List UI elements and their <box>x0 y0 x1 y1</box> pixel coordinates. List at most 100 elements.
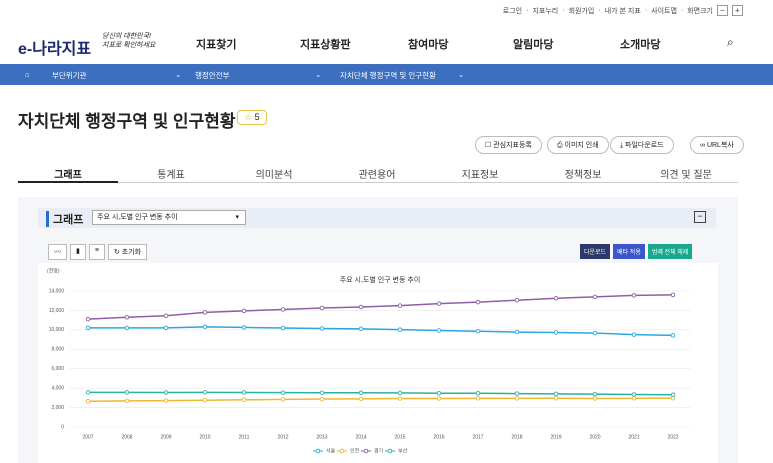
tab[interactable]: 정책정보 <box>564 170 602 181</box>
point <box>241 397 247 403</box>
x-tick-label: 2020 <box>589 434 600 440</box>
nav-item[interactable]: 참여마당 <box>408 39 449 51</box>
chart: (천명) 주요 시,도별 인구 변동 추이 0 2,000 4,000 6,000 8,… <box>38 263 718 463</box>
chart-title: 주요 시,도별 인구 변동 추이 <box>340 275 421 284</box>
legend-clear[interactable]: 범례 전체 해제 <box>647 244 693 259</box>
line-icon[interactable]: 〰 <box>48 244 67 260</box>
point <box>85 399 91 404</box>
point <box>631 396 637 401</box>
point <box>280 397 286 402</box>
series-line <box>87 391 674 396</box>
util-link[interactable]: 내가 본 지표 <box>604 7 641 15</box>
y-tick-label: 0 <box>61 424 64 430</box>
search-icon[interactable]: ⌕ <box>727 35 734 49</box>
point <box>514 297 520 303</box>
point <box>358 390 364 396</box>
x-tick-label: 2011 <box>239 434 250 440</box>
logo[interactable]: e-나라지표 <box>18 41 92 58</box>
point <box>397 396 403 401</box>
action-text: 파일다운로드 <box>625 142 664 149</box>
tab-active <box>18 181 118 183</box>
crumb[interactable]: 자치단체 행정구역 및 인구현황 <box>340 71 436 80</box>
legend-marker <box>363 448 369 454</box>
collapse[interactable]: − <box>694 211 706 223</box>
point <box>397 390 403 396</box>
series-line <box>87 397 674 403</box>
zoom-out[interactable]: − <box>717 5 728 16</box>
tab[interactable]: 통계표 <box>157 170 185 181</box>
nav-item[interactable]: 지표상황판 <box>300 39 351 51</box>
point <box>163 313 169 319</box>
star-count: 5 <box>254 112 260 122</box>
x-tick-label: 2015 <box>394 434 405 440</box>
nav-item[interactable]: 알림마당 <box>513 39 554 51</box>
point <box>631 293 637 298</box>
point <box>85 316 91 322</box>
point <box>592 391 598 397</box>
x-tick-label: 2017 <box>472 434 483 440</box>
util-link[interactable]: 사이트맵 <box>651 7 677 15</box>
nav-item[interactable]: 소개마당 <box>620 39 661 51</box>
chart-bg <box>38 263 718 463</box>
point <box>163 325 169 331</box>
legend-label: 인천 <box>350 447 360 454</box>
legend-label: 경기 <box>374 447 383 454</box>
point <box>553 296 559 301</box>
tab[interactable]: 그래프 <box>54 170 82 181</box>
x-tick-label: 2012 <box>277 434 288 440</box>
action-button[interactable]: ☐ 관심지표등록 <box>475 136 542 154</box>
util-link[interactable]: 로그인 <box>502 7 523 15</box>
series-line <box>88 326 674 337</box>
point <box>475 396 481 401</box>
exclusive[interactable]: 배타 적용 <box>613 244 645 259</box>
x-tick-label: 2008 <box>121 434 132 440</box>
action-button[interactable]: ⤓ 파일다운로드 <box>610 136 674 154</box>
point <box>85 325 91 331</box>
zoom-in[interactable]: + <box>732 5 743 16</box>
hbar-icon[interactable]: ≡ <box>88 244 105 260</box>
sep: · <box>644 7 648 14</box>
y-tick-label: 12,000 <box>49 308 65 314</box>
chart-select[interactable]: 주요 시,도별 인구 변동 추이 ▾ <box>92 210 246 225</box>
point <box>280 307 286 312</box>
home-icon[interactable]: ⌂ <box>25 70 30 79</box>
point <box>358 326 364 332</box>
point <box>358 396 364 402</box>
x-tick-label: 2019 <box>550 434 561 440</box>
point <box>670 333 676 338</box>
tab[interactable]: 지표정보 <box>461 170 499 181</box>
nav-item[interactable]: 지표찾기 <box>196 39 237 51</box>
point <box>85 390 91 395</box>
sep: · <box>526 7 529 14</box>
point <box>631 332 637 337</box>
action-button[interactable]: ∞ URL복사 <box>690 136 744 154</box>
series-line <box>87 294 674 320</box>
tab[interactable]: 관련용어 <box>358 170 396 181</box>
download[interactable]: 다운로드 <box>580 244 611 259</box>
y-tick-label: 6,000 <box>51 366 64 372</box>
point <box>202 310 208 315</box>
point <box>319 390 325 395</box>
point <box>592 396 598 401</box>
point <box>670 392 676 397</box>
crumb[interactable]: 부단위기관 <box>52 71 87 80</box>
reset[interactable]: ↻ 초기화 <box>107 244 148 260</box>
action-text: 이미지 인쇄 <box>564 142 599 149</box>
graph-heading: 그래프 <box>46 211 83 227</box>
star-badge[interactable]: ☆ 5 <box>237 110 267 125</box>
point <box>475 299 481 305</box>
slogan: 당신의 대한민국! <box>102 33 151 40</box>
tab[interactable]: 의견 및 질문 <box>660 170 712 181</box>
action-text: 관심지표등록 <box>493 142 532 149</box>
tab[interactable]: 의미분석 <box>255 170 293 181</box>
util-link[interactable]: 회원가입 <box>568 7 595 15</box>
utility-bar: 로그인 · 지표누리 · 회원가입 · 내가 본 지표 · 사이트맵 · 화면크기 − + <box>503 5 743 16</box>
util-link[interactable]: 지표누리 <box>532 7 559 15</box>
crumb[interactable]: 행정안전부 <box>195 71 230 80</box>
point <box>553 391 559 397</box>
util-link[interactable]: 화면크기 <box>687 7 713 15</box>
action-text: URL복사 <box>706 142 734 149</box>
action-button[interactable]: ⎙ 이미지 인쇄 <box>547 136 609 154</box>
bar-icon[interactable]: ▮ <box>70 244 86 260</box>
